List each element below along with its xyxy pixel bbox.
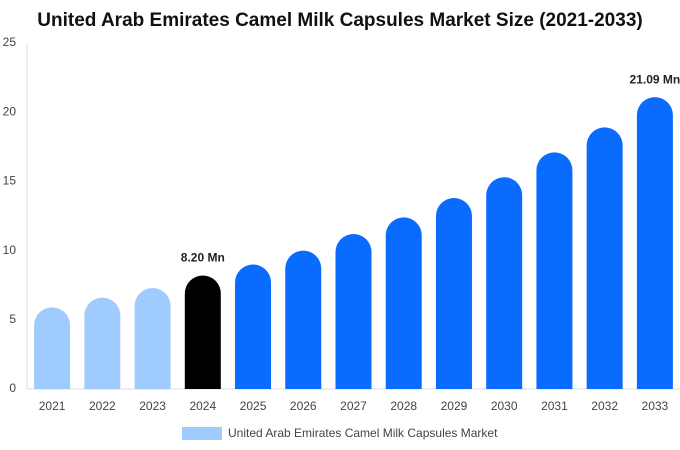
bar — [184, 275, 221, 389]
bar — [235, 264, 272, 389]
bar — [536, 152, 573, 389]
bar — [486, 177, 523, 389]
bar — [134, 287, 171, 389]
x-tick-label: 2027 — [340, 399, 367, 413]
legend-swatch — [182, 427, 222, 440]
legend-label: United Arab Emirates Camel Milk Capsules… — [228, 426, 498, 440]
x-tick-label: 2026 — [290, 399, 317, 413]
x-tick-label: 2032 — [591, 399, 618, 413]
bar — [285, 250, 322, 389]
bar — [435, 198, 472, 389]
x-tick-label: 2029 — [441, 399, 468, 413]
x-tick-label: 2022 — [89, 399, 116, 413]
y-tick-label: 0 — [9, 381, 16, 395]
bar — [636, 97, 673, 389]
bar — [385, 217, 422, 389]
bar — [34, 307, 71, 389]
y-tick-label: 10 — [3, 243, 17, 257]
y-tick-label: 25 — [3, 35, 17, 49]
y-tick-label: 5 — [9, 312, 16, 326]
y-tick-label: 20 — [3, 104, 17, 118]
x-tick-label: 2028 — [390, 399, 417, 413]
y-tick-label: 15 — [3, 174, 17, 188]
chart-title: United Arab Emirates Camel Milk Capsules… — [37, 10, 642, 31]
x-tick-label: 2031 — [541, 399, 568, 413]
x-tick-label: 2023 — [139, 399, 166, 413]
x-tick-label: 2024 — [189, 399, 216, 413]
value-label: 21.09 Mn — [630, 72, 680, 86]
x-tick-label: 2030 — [491, 399, 518, 413]
x-tick-label: 2021 — [39, 399, 66, 413]
x-tick-label: 2033 — [642, 399, 669, 413]
bar — [84, 297, 121, 389]
x-tick-label: 2025 — [240, 399, 267, 413]
value-label: 8.20 Mn — [181, 251, 225, 265]
bar — [586, 127, 623, 389]
bar — [335, 233, 372, 389]
